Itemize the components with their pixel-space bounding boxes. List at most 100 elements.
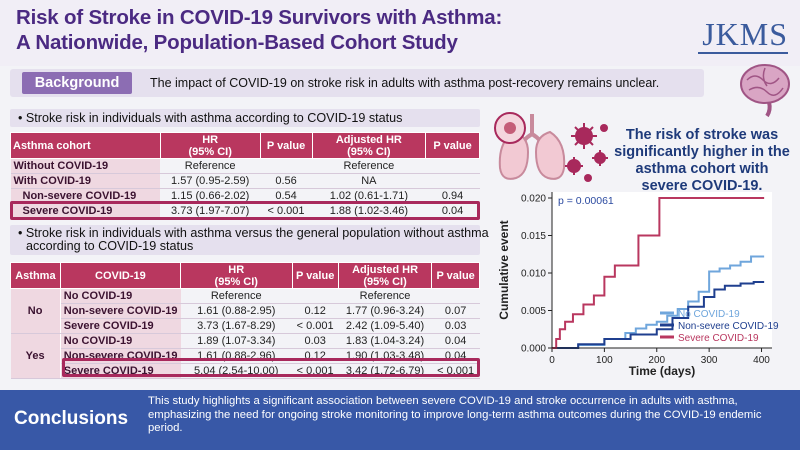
ahr-cell: NA <box>312 173 426 189</box>
header <box>0 0 800 66</box>
t2-header-p: P value <box>291 262 339 289</box>
table-row: No No COVID-19 Reference Reference <box>10 288 480 334</box>
journal-logo: JKMS <box>702 16 788 52</box>
covid-label: No COVID-19 <box>60 333 181 349</box>
hr-cell: 3.73 (1.67-8.29) <box>180 318 292 334</box>
p-cell: 0.03 <box>292 333 339 349</box>
severe-row-highlight-1 <box>10 201 480 220</box>
p-cell <box>260 158 312 174</box>
table-row: Non-severe COVID-19 1.15 (0.66-2.02) 0.5… <box>10 188 480 204</box>
x-tick-label: 400 <box>753 355 770 366</box>
table-asthma-vs-general: Asthma COVID-19 HR (95% CI) P value Adju… <box>10 262 480 379</box>
y-tick-label: 0.000 <box>521 344 546 355</box>
t2-header-hr: HR (95% CI) <box>180 262 293 289</box>
p-cell: < 0.001 <box>292 318 339 334</box>
series-line-3 <box>552 197 765 349</box>
conclusions-bar <box>0 390 800 450</box>
covid-label: Non-severe COVID-19 <box>60 303 181 319</box>
t1-header-ap: P value <box>425 132 480 159</box>
table-row: Non-severe COVID-19 1.61 (0.88-2.95) 0.1… <box>11 303 480 319</box>
p-value-annotation: p = 0.00061 <box>558 195 614 207</box>
hr-cell: Reference <box>180 288 292 304</box>
series-lines <box>552 197 765 349</box>
section1-heading: • Stroke risk in individuals with asthma… <box>18 111 403 125</box>
table-row: Without COVID-19 Reference Reference <box>10 158 480 174</box>
y-tick-label: 0.010 <box>521 269 546 280</box>
x-tick-label: 0 <box>549 355 555 366</box>
t1-header-hr: HR (95% CI) <box>159 132 261 159</box>
table-row: With COVID-19 1.57 (0.95-2.59) 0.56 NA <box>10 173 480 189</box>
row-label: Without COVID-19 <box>10 158 161 174</box>
ap-cell: 0.04 <box>425 203 480 219</box>
covid-label: No COVID-19 <box>60 288 181 304</box>
row-label: Severe COVID-19 <box>10 203 161 219</box>
title-line-1: Risk of Stroke in COVID-19 Survivors wit… <box>16 6 503 29</box>
x-axis-label: Time (days) <box>629 364 695 378</box>
ap-cell: 0.07 <box>431 303 480 319</box>
section2-heading-bar <box>10 225 480 255</box>
ap-cell: 0.03 <box>431 318 480 334</box>
background-text: The impact of COVID-19 on stroke risk in… <box>150 76 660 90</box>
covid-label: Severe COVID-19 <box>60 318 181 334</box>
legend-label: Non-severe COVID-19 <box>678 321 779 332</box>
logo-underline <box>698 52 788 54</box>
ap-cell <box>425 173 480 189</box>
conclusions-text: This study highlights a significant asso… <box>148 395 762 435</box>
section2-heading-line2: according to COVID-19 status <box>26 239 194 253</box>
title-line-2: A Nationwide, Population-Based Cohort St… <box>16 31 458 54</box>
t1-header-ahr: Adjusted HR (95% CI) <box>311 132 427 159</box>
row-label: Non-severe COVID-19 <box>10 188 161 204</box>
hr-cell: 1.89 (1.07-3.34) <box>180 333 292 349</box>
x-tick-label: 300 <box>701 355 718 366</box>
lungs-virus-illustration <box>494 112 608 182</box>
table-asthma-cohort: Asthma cohort HR (95% CI) P value Adjust… <box>10 132 480 219</box>
ap-cell <box>425 158 480 174</box>
section2-heading-line1: • Stroke risk in individuals with asthma… <box>18 226 489 240</box>
series-line-2 <box>552 281 765 349</box>
t1-header-cohort: Asthma cohort <box>10 132 161 159</box>
row-label: With COVID-19 <box>10 173 161 189</box>
background-label: Background <box>22 72 132 94</box>
key-finding: The risk of stroke was significantly hig… <box>614 127 790 194</box>
hr-cell: Reference <box>160 158 261 174</box>
ap-cell: 0.04 <box>431 333 480 349</box>
table-row: Severe COVID-19 3.73 (1.67-8.29) < 0.001… <box>11 318 480 334</box>
x-axis-ticks: 0 100 200 300 400 <box>549 348 770 366</box>
brain-icon <box>740 64 790 118</box>
ahr-cell: Reference <box>312 158 426 174</box>
p-cell: 0.56 <box>260 173 312 189</box>
table-row: Severe COVID-19 3.73 (1.97-7.07) < 0.001… <box>10 203 480 219</box>
x-tick-label: 100 <box>596 355 613 366</box>
y-tick-label: 0.015 <box>521 231 546 242</box>
p-cell: 0.12 <box>292 303 339 319</box>
asthma-group-label: Yes <box>10 333 61 379</box>
ahr-cell: Reference <box>338 288 432 304</box>
table-row: Yes No COVID-19 1.89 (1.07-3.34) 0.03 1.… <box>10 333 480 379</box>
ap-cell: 0.94 <box>425 188 480 204</box>
x-tick-label: 200 <box>648 355 665 366</box>
conclusions-label: Conclusions <box>14 408 129 429</box>
ahr-cell: 1.83 (1.04-3.24) <box>338 333 432 349</box>
legend-label: No COVID-19 <box>678 309 740 320</box>
hr-cell: 1.61 (0.88-2.95) <box>180 303 292 319</box>
section1-heading-bar <box>10 109 480 127</box>
y-tick-label: 0.005 <box>521 306 546 317</box>
ahr-cell: 2.42 (1.09-5.40) <box>338 318 432 334</box>
p-cell: < 0.001 <box>260 203 312 219</box>
ahr-cell: 1.77 (0.96-3.24) <box>338 303 432 319</box>
severe-row-highlight-2 <box>62 358 480 377</box>
t1-header-p: P value <box>259 132 313 159</box>
p-cell <box>292 288 339 304</box>
t2-header-covid: COVID-19 <box>59 262 182 289</box>
legend-label: Severe COVID-19 <box>678 333 759 344</box>
t2-header-ap: P value <box>431 262 480 289</box>
asthma-group-label: No <box>10 288 61 334</box>
y-tick-label: 0.020 <box>521 194 546 205</box>
ap-cell <box>431 288 480 304</box>
hr-cell: 1.57 (0.95-2.59) <box>160 173 261 189</box>
t2-header-ahr: Adjusted HR (95% CI) <box>337 262 433 289</box>
y-axis-label: Cumulative event <box>497 220 511 319</box>
y-axis-ticks: 0.000 0.005 0.010 0.015 0.020 <box>521 194 552 355</box>
